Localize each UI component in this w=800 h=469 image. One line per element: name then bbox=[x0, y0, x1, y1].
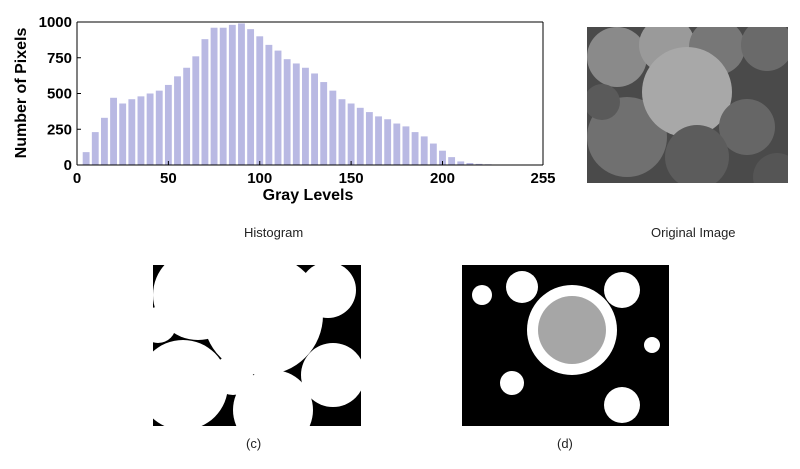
y-tick-label: 500 bbox=[47, 86, 72, 103]
histogram-bar bbox=[311, 73, 318, 165]
y-ticks: 0 250 500 750 1000 bbox=[39, 14, 81, 174]
histogram-bar bbox=[192, 56, 200, 165]
caption-histogram: Histogram bbox=[244, 225, 304, 240]
histogram-bar bbox=[457, 161, 465, 165]
threshold-image-c bbox=[153, 265, 361, 426]
histogram-bar bbox=[274, 50, 282, 165]
histogram-bar bbox=[466, 162, 474, 165]
x-tick-label: 200 bbox=[430, 170, 455, 187]
histogram-bar bbox=[137, 96, 145, 165]
histogram-bar bbox=[265, 44, 273, 165]
original-image bbox=[587, 27, 788, 183]
y-axis-label: Number of Pixels bbox=[13, 28, 30, 159]
histogram-bar bbox=[329, 90, 337, 165]
histogram-bar bbox=[119, 103, 127, 165]
histogram-bar bbox=[338, 99, 346, 165]
histogram-bar bbox=[375, 116, 382, 165]
x-tick-label: 100 bbox=[247, 170, 272, 187]
x-tick-label: 150 bbox=[339, 170, 364, 187]
histogram-bar bbox=[82, 152, 90, 165]
histogram-bar bbox=[356, 107, 364, 165]
histogram-chart: 0 50 100 150 200 255 0 250 500 750 1000 Gray Leve… bbox=[13, 14, 556, 204]
histogram-bar bbox=[183, 67, 191, 165]
caption-original-image: Original Image bbox=[651, 225, 736, 240]
histogram-bar bbox=[219, 27, 227, 165]
y-tick-label: 1000 bbox=[39, 14, 72, 31]
histogram-bar bbox=[164, 84, 172, 165]
histogram-bar bbox=[238, 23, 245, 166]
histogram-bar bbox=[128, 99, 136, 165]
histogram-bar bbox=[320, 82, 328, 165]
histogram-bar bbox=[302, 67, 309, 165]
histogram-bar bbox=[100, 117, 108, 165]
y-tick-label: 250 bbox=[47, 121, 72, 138]
histogram-bar bbox=[393, 123, 401, 165]
caption-c: (c) bbox=[246, 436, 262, 451]
histogram-bar bbox=[146, 93, 154, 165]
histogram-bar bbox=[411, 132, 419, 165]
histogram-bar bbox=[91, 132, 99, 165]
threshold-image-d bbox=[462, 265, 669, 426]
histogram-bar bbox=[228, 24, 236, 165]
histogram-bar bbox=[247, 29, 255, 166]
y-tick-label: 750 bbox=[47, 50, 72, 67]
histogram-bar bbox=[347, 103, 355, 165]
x-axis-label: Gray Levels bbox=[263, 187, 354, 204]
x-ticks: 0 50 100 150 200 255 bbox=[73, 161, 556, 187]
y-tick-label: 0 bbox=[64, 157, 72, 174]
histogram-bar bbox=[155, 90, 163, 165]
histogram-bar bbox=[420, 136, 428, 165]
histogram-bar bbox=[256, 36, 264, 165]
histogram-bar bbox=[365, 112, 373, 165]
histogram-bar bbox=[448, 157, 456, 165]
histogram-bar bbox=[402, 126, 410, 165]
histogram-bar bbox=[210, 27, 218, 165]
x-tick-label: 0 bbox=[73, 170, 81, 187]
x-tick-label: 255 bbox=[530, 170, 555, 187]
histogram-bar bbox=[439, 150, 446, 165]
histogram-bars bbox=[82, 23, 529, 166]
histogram-bar bbox=[201, 39, 209, 165]
histogram-bar bbox=[110, 97, 117, 165]
histogram-bar bbox=[384, 119, 392, 165]
histogram-bar bbox=[174, 76, 181, 165]
x-tick-label: 50 bbox=[160, 170, 177, 187]
caption-d: (d) bbox=[557, 436, 573, 451]
histogram-bar bbox=[283, 59, 291, 165]
histogram-bar bbox=[475, 163, 483, 165]
histogram-bar bbox=[429, 143, 437, 165]
histogram-bar bbox=[292, 63, 300, 165]
